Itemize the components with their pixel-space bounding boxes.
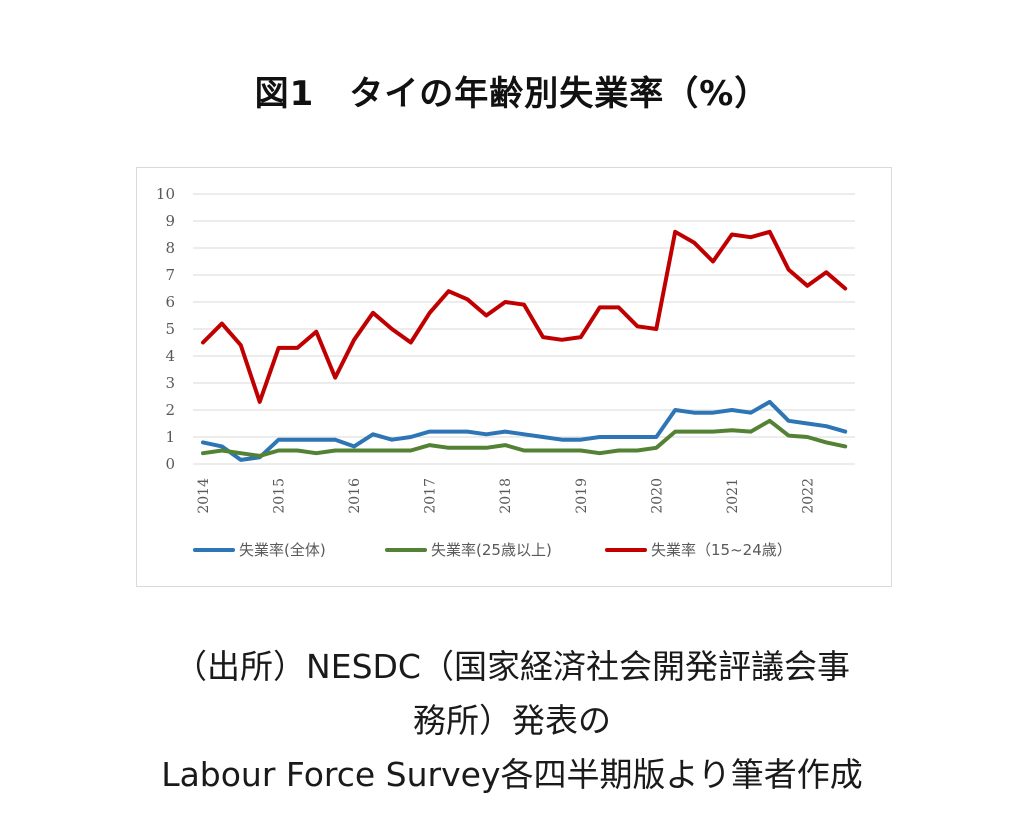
- x-tick-label: 2019: [574, 478, 590, 514]
- y-axis-ticks: 0 1 2 3 4 5 6 7 8 9 10: [156, 185, 175, 473]
- series-line-0: [201, 399, 848, 462]
- legend-label-0: 失業率(全体): [239, 541, 326, 559]
- x-tick-label: 2020: [649, 478, 665, 514]
- source-note: （出所）NESDC（国家経済社会開発評議会事 務所）発表の Labour For…: [0, 640, 1024, 802]
- chart-title: 図1 タイの年齢別失業率（%）: [254, 74, 770, 114]
- series-line-1: [201, 418, 848, 458]
- chart-svg: 0 1 2 3 4 5 6 7 8 9 10 2014 2015 2016 2017 2018 2019 202…: [156, 185, 855, 559]
- y-tick-label: 3: [165, 374, 175, 392]
- legend: 失業率(全体) 失業率(25歳以上) 失業率（15~24歳）: [193, 541, 792, 559]
- y-tick-label: 4: [165, 347, 175, 365]
- x-tick-label: 2014: [196, 478, 212, 514]
- source-line-1: （出所）NESDC（国家経済社会開発評議会事: [174, 647, 850, 686]
- source-line-3: Labour Force Survey各四半期版より筆者作成: [161, 755, 863, 794]
- y-tick-label: 9: [165, 212, 175, 230]
- y-tick-label: 2: [165, 401, 175, 419]
- x-tick-label: 2016: [347, 478, 363, 514]
- x-tick-label: 2022: [800, 478, 816, 514]
- legend-label-2: 失業率（15~24歳）: [651, 541, 792, 559]
- x-tick-label: 2021: [725, 478, 741, 514]
- x-tick-label: 2017: [423, 478, 439, 514]
- x-tick-label: 2018: [498, 478, 514, 514]
- series-lines: [201, 229, 848, 462]
- gridlines: [193, 193, 855, 465]
- y-tick-label: 8: [165, 239, 175, 257]
- x-tick-label: 2015: [272, 478, 288, 514]
- y-tick-label: 10: [156, 185, 175, 203]
- x-axis-ticks: 2014 2015 2016 2017 2018 2019 2020 2021 2022: [196, 478, 816, 514]
- y-tick-label: 1: [165, 428, 175, 446]
- y-tick-label: 6: [165, 293, 175, 311]
- y-tick-label: 7: [165, 266, 175, 284]
- line-chart: 0 1 2 3 4 5 6 7 8 9 10 2014 2015 2016 2017 2018 2019 202…: [136, 167, 892, 587]
- y-tick-label: 0: [165, 455, 175, 473]
- source-line-2: 務所）発表の: [413, 701, 611, 740]
- y-tick-label: 5: [165, 320, 175, 338]
- series-line-2: [201, 229, 848, 404]
- legend-label-1: 失業率(25歳以上): [431, 541, 552, 559]
